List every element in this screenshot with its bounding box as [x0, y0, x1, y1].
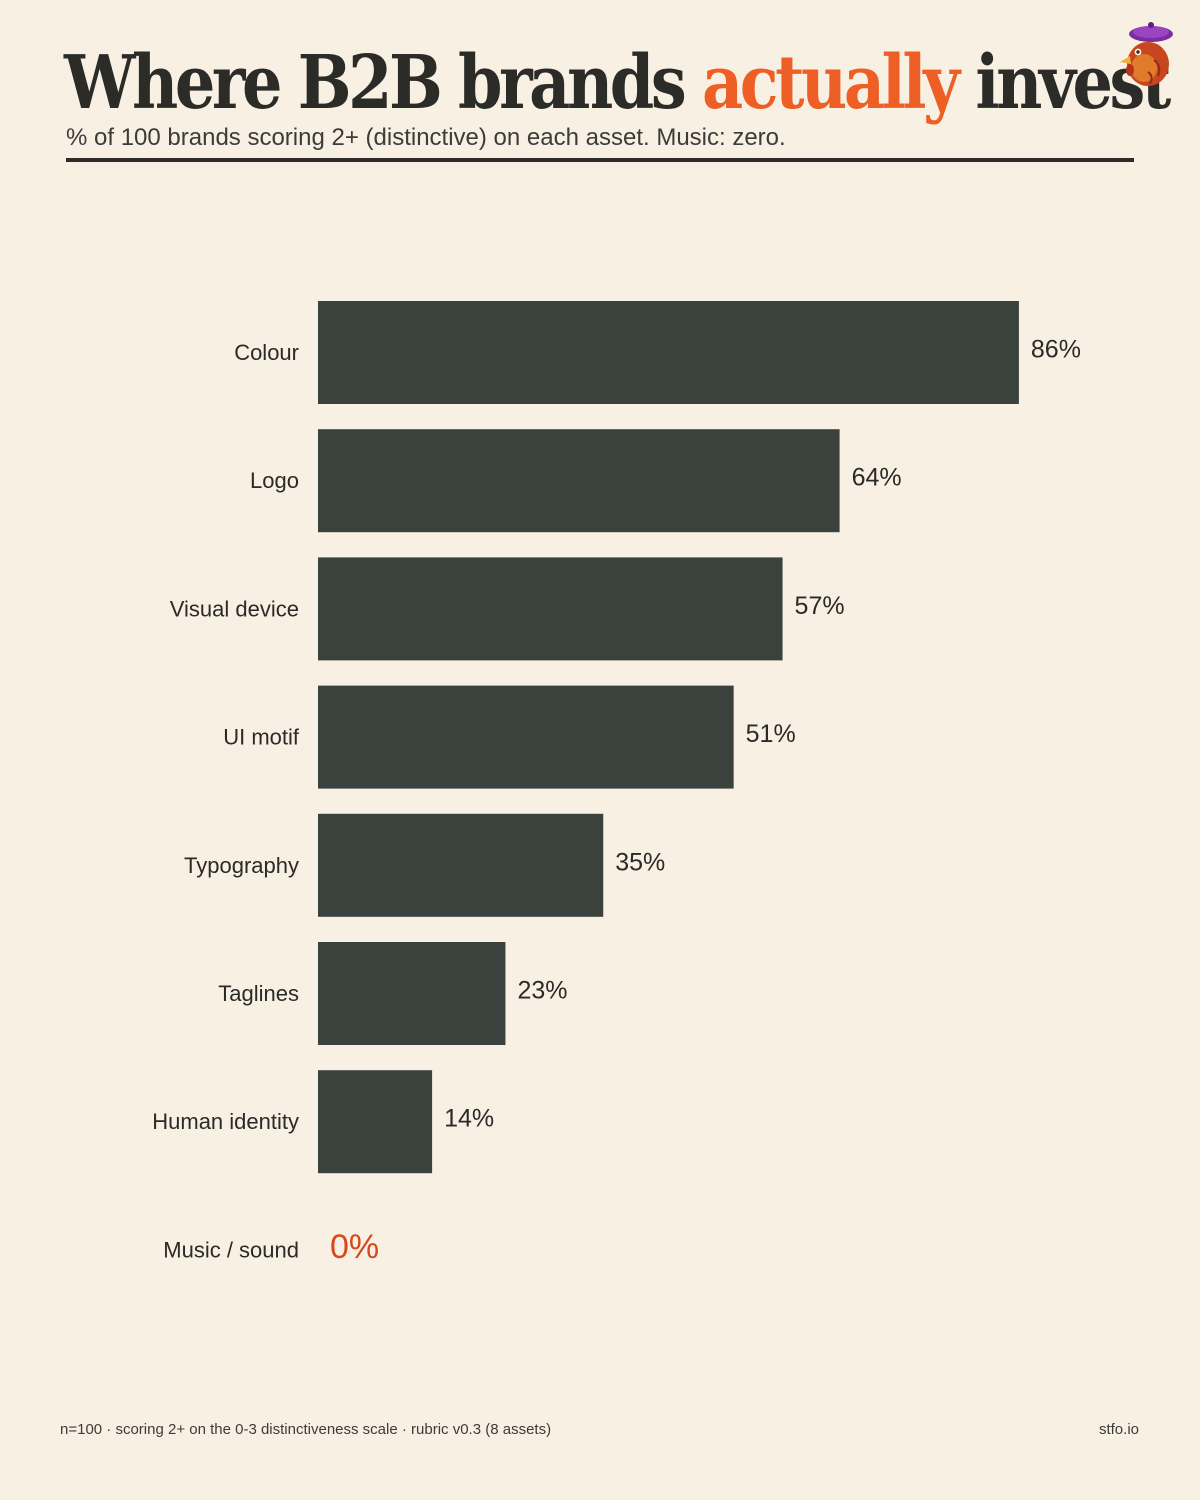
- value-label-ui-motif: 51%: [746, 720, 796, 748]
- bar-chart: Colour 86% Logo 64% Visual device 57% UI motif…: [152, 301, 1081, 1266]
- value-label-colour: 86%: [1031, 336, 1081, 364]
- chart-title: Where B2B brands actually invest: [64, 40, 1171, 126]
- category-label-human-identity: Human identity: [152, 1109, 299, 1134]
- category-label-typography: Typography: [184, 853, 299, 878]
- value-label-logo: 64%: [852, 464, 902, 492]
- category-label-logo: Logo: [250, 468, 299, 493]
- category-label-taglines: Taglines: [218, 981, 299, 1006]
- header-divider: [66, 158, 1134, 162]
- bar-ui-motif: [318, 685, 734, 789]
- value-label-taglines: 23%: [517, 977, 567, 1005]
- category-label-colour: Colour: [234, 340, 299, 365]
- bar-colour: [318, 301, 1019, 404]
- title-part-1: Where B2B brands: [64, 40, 702, 126]
- footer-note: n=100 · scoring 2+ on the 0-3 distinctiv…: [60, 1421, 552, 1438]
- value-label-visual-device: 57%: [795, 592, 845, 620]
- bar-visual-device: [318, 557, 783, 661]
- category-label-ui-motif: UI motif: [223, 725, 300, 750]
- category-label-music-sound: Music / sound: [163, 1237, 299, 1262]
- bar-human-identity: [318, 1070, 433, 1174]
- bar-typography: [318, 813, 604, 917]
- value-label-music-sound: 0%: [330, 1228, 379, 1266]
- bar-taglines: [318, 942, 506, 1045]
- chart-subtitle: % of 100 brands scoring 2+ (distinctive)…: [66, 124, 786, 151]
- bar-logo: [318, 429, 840, 533]
- title-accent-word: actually: [701, 40, 960, 126]
- rooster-with-beret-icon: [1120, 22, 1173, 86]
- value-label-typography: 35%: [615, 848, 665, 876]
- value-label-human-identity: 14%: [444, 1105, 494, 1133]
- category-label-visual-device: Visual device: [170, 596, 299, 621]
- footer-site[interactable]: stfo.io: [1098, 1421, 1139, 1438]
